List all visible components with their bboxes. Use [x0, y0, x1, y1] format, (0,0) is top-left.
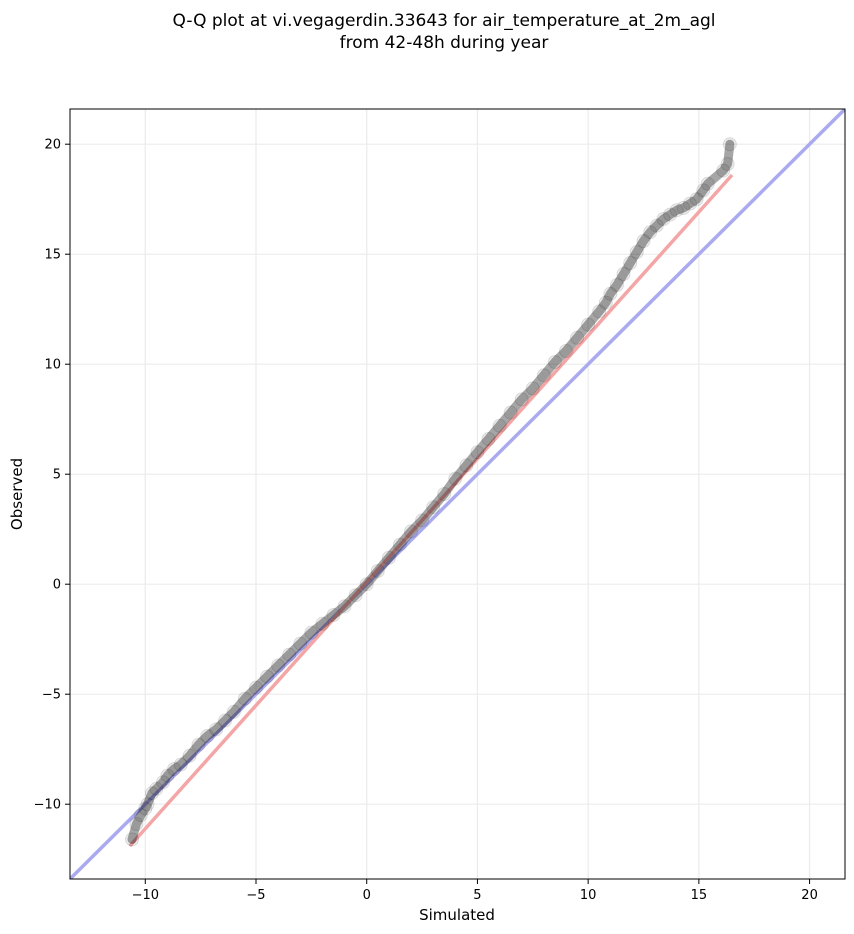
quantile-point [559, 344, 573, 358]
quantile-point [649, 218, 664, 233]
quantile-point [160, 768, 175, 783]
quantile-point [722, 137, 737, 152]
quantile-point [282, 647, 297, 662]
y-tick-label: −10 [34, 798, 61, 813]
quantile-point [636, 234, 651, 248]
x-tick-label: −10 [132, 888, 159, 903]
quantile-point [182, 748, 197, 763]
quantile-point [592, 304, 607, 319]
x-tick-label: 15 [691, 888, 708, 903]
quantile-point [525, 381, 540, 396]
identity-line [70, 109, 845, 879]
quantile-point [370, 564, 385, 578]
quantile-point [514, 392, 529, 407]
y-tick-label: 10 [44, 358, 61, 373]
x-tick-label: 10 [580, 888, 597, 903]
quantile-point [629, 245, 644, 259]
quantile-point [125, 832, 139, 847]
quantile-point [209, 722, 224, 737]
quantile-point [237, 691, 252, 706]
quantile-point [426, 500, 441, 515]
quantile-point [173, 757, 188, 772]
y-tick-label: 15 [44, 248, 61, 263]
quantile-point [609, 278, 624, 292]
quantile-point [200, 729, 215, 743]
chart-title: Q-Q plot at vi.vegagerdin.33643 for air_… [172, 11, 715, 31]
plot-frame [69, 108, 846, 880]
quantile-point [643, 225, 658, 240]
quantile-point [683, 196, 697, 211]
quantile-point [315, 616, 330, 631]
quantile-point [359, 577, 374, 592]
grid-lines [70, 109, 845, 879]
quantile-point [503, 405, 518, 420]
y-tick-label: 0 [53, 578, 61, 593]
quantile-point [133, 808, 148, 823]
quantile-point [437, 487, 452, 501]
quantile-point [616, 267, 631, 281]
quantile-point [138, 801, 153, 816]
y-axis-label: Observed [8, 458, 26, 530]
x-tick-label: −5 [246, 888, 265, 903]
quantile-point [689, 192, 704, 207]
quantile-point [156, 775, 170, 790]
y-axis-ticks: −10 −5 0 5 10 15 20 [34, 138, 70, 813]
quantile-point [547, 355, 562, 369]
quantile-trace [127, 139, 735, 844]
quantile-point [149, 781, 164, 796]
quantile-point [696, 183, 711, 198]
quantile-point [140, 797, 155, 812]
quantile-point [676, 201, 691, 215]
quantile-point [144, 786, 159, 801]
quantile-point [348, 588, 363, 603]
quantile-point [226, 704, 241, 719]
x-axis-label: Simulated [419, 906, 495, 924]
quantile-point [381, 550, 396, 565]
quantile-point [669, 203, 684, 218]
quantile-point [623, 256, 638, 270]
quantile-point [700, 176, 715, 191]
quantile-point [260, 669, 275, 684]
y-tick-label: −5 [42, 688, 61, 703]
quantile-point [481, 432, 496, 446]
quantile-points [125, 137, 737, 847]
y-tick-label: 5 [53, 468, 61, 483]
quantile-point [459, 458, 474, 473]
quantile-point [536, 368, 551, 383]
y-tick-label: 20 [44, 138, 61, 153]
quantile-point [337, 599, 352, 614]
quantile-point [415, 513, 430, 528]
quantile-point [167, 762, 182, 776]
quantile-point [326, 608, 341, 622]
quantile-point [191, 737, 206, 752]
quantile-point [448, 471, 463, 486]
reference-lines [70, 109, 845, 879]
quantile-point [304, 625, 319, 640]
quantile-point [218, 713, 232, 728]
quantile-point [492, 418, 507, 433]
x-tick-label: 0 [363, 888, 371, 903]
quantile-point [603, 286, 618, 301]
quantile-point [581, 317, 596, 332]
quantile-point [470, 445, 485, 460]
quantile-point [293, 636, 308, 651]
quantile-point [720, 157, 735, 171]
quantile-point [249, 680, 263, 695]
quantile-point [570, 330, 585, 345]
quantile-point [392, 537, 407, 552]
quantile-point [598, 295, 613, 310]
x-tick-label: 5 [473, 888, 481, 903]
fit-line [128, 173, 734, 848]
quantile-point [271, 658, 286, 673]
quantile-point [404, 524, 418, 539]
quantile-point [129, 817, 144, 831]
chart-subtitle: from 42-48h during year [340, 33, 549, 53]
quantile-point [663, 207, 678, 222]
x-axis-ticks: −10 −5 0 5 10 15 20 [132, 879, 818, 903]
quantile-point [716, 163, 731, 178]
x-tick-label: 20 [801, 888, 818, 903]
quantile-point [656, 212, 671, 226]
